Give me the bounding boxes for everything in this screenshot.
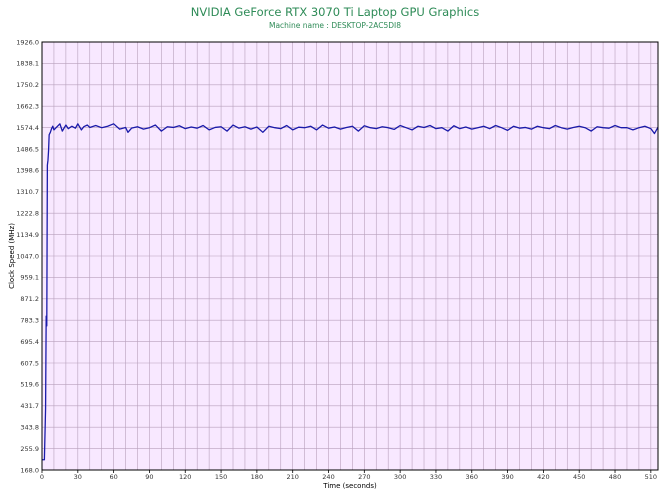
x-tick-label: 60: [109, 473, 117, 481]
y-tick-label: 1047.0: [16, 252, 39, 260]
x-tick-label: 330: [430, 473, 442, 481]
y-tick-label: 1222.8: [16, 210, 39, 218]
y-tick-label: 1926.0: [16, 38, 39, 46]
y-tick-label: 1486.5: [16, 145, 39, 153]
y-tick-label: 1838.1: [16, 60, 39, 68]
y-tick-label: 255.9: [20, 445, 39, 453]
x-axis-label: Time (seconds): [322, 482, 377, 490]
y-tick-label: 1310.7: [16, 188, 39, 196]
x-axis-ticks: 0 30 60 90 120 150 180 210 240 270 300 330 360 390 420…: [40, 470, 657, 481]
x-tick-label: 450: [573, 473, 585, 481]
x-tick-label: 90: [145, 473, 153, 481]
y-tick-label: 1662.3: [16, 103, 39, 111]
x-tick-label: 150: [215, 473, 227, 481]
x-tick-label: 510: [645, 473, 657, 481]
series-lines: [42, 123, 659, 461]
chart-subtitle: Machine name : DESKTOP-2AC5DI8: [268, 21, 402, 30]
series-line: [42, 123, 659, 461]
chart-title: NVIDIA GeForce RTX 3070 Ti Laptop GPU Gr…: [190, 5, 480, 19]
y-tick-label: 431.7: [20, 402, 39, 410]
x-tick-label: 480: [609, 473, 621, 481]
y-tick-label: 959.1: [20, 274, 39, 282]
x-tick-label: 390: [501, 473, 513, 481]
x-tick-label: 300: [394, 473, 406, 481]
x-tick-label: 360: [466, 473, 478, 481]
plot-border: [41, 41, 659, 471]
y-tick-label: 1750.2: [16, 81, 39, 89]
x-tick-label: 180: [251, 473, 263, 481]
y-tick-label: 343.8: [20, 424, 39, 432]
y-axis-ticks: 168.0 255.9 343.8 431.7 519.6 607.5 695.4 783.3…: [16, 38, 39, 474]
y-tick-label: 168.0: [20, 466, 39, 474]
y-axis-label: Clock Speed (MHz): [8, 223, 16, 289]
y-tick-label: 871.2: [20, 295, 39, 303]
x-tick-label: 420: [537, 473, 549, 481]
x-tick-label: 210: [286, 473, 298, 481]
y-tick-label: 1574.4: [16, 124, 39, 132]
y-tick-label: 1398.6: [16, 167, 39, 175]
y-tick-label: 783.3: [20, 317, 39, 325]
y-tick-label: 519.6: [20, 381, 39, 389]
y-tick-label: 607.5: [20, 359, 39, 367]
y-tick-label: 1134.9: [16, 231, 39, 239]
x-tick-label: 270: [358, 473, 370, 481]
y-tick-label: 695.4: [20, 338, 39, 346]
x-tick-label: 120: [179, 473, 191, 481]
x-tick-label: 0: [40, 473, 44, 481]
x-tick-label: 240: [322, 473, 334, 481]
grid-lines: [42, 42, 658, 470]
x-tick-label: 30: [74, 473, 82, 481]
